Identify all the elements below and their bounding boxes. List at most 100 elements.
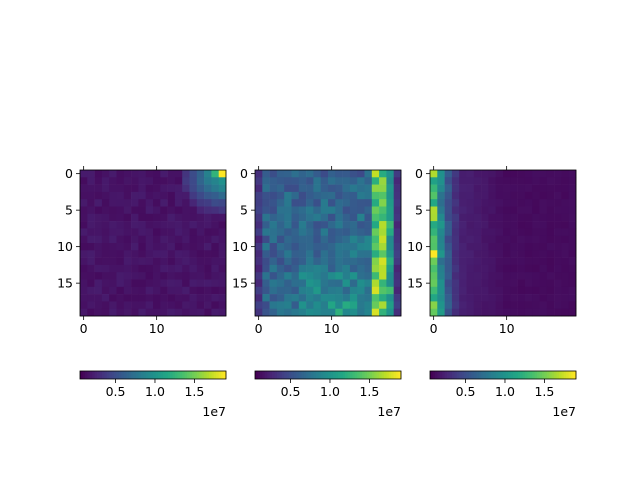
colorbar-segment	[140, 371, 144, 379]
colorbar-segment	[213, 371, 217, 379]
y-tick-label: 10	[232, 239, 248, 254]
heatmap-cell	[291, 250, 300, 258]
heatmap-cell	[153, 221, 161, 229]
heatmap-cell	[466, 272, 475, 280]
heatmap-cell	[101, 206, 110, 215]
heatmap-cell	[160, 184, 168, 193]
colorbar-segment	[359, 371, 363, 379]
heatmap-cell	[517, 199, 526, 207]
heatmap-cell	[255, 257, 263, 266]
heatmap-cell	[328, 184, 336, 193]
heatmap-cell	[269, 257, 278, 266]
heatmap-cell	[568, 177, 577, 185]
heatmap-cell	[306, 301, 314, 309]
heatmap-cell	[306, 243, 314, 251]
heatmap-cell	[313, 199, 321, 207]
colorbar-segment	[167, 371, 171, 379]
heatmap-cell	[313, 308, 321, 317]
heatmap-cell	[80, 228, 88, 236]
heatmap-cell	[262, 301, 270, 309]
heatmap-cell	[379, 286, 387, 295]
heatmap-cell	[451, 279, 460, 288]
heatmap-cell	[138, 272, 146, 280]
heatmap-cell	[364, 191, 373, 200]
heatmap-cell	[109, 206, 117, 215]
heatmap-cell	[488, 257, 496, 266]
heatmap-cell	[561, 294, 569, 302]
heatmap-cell	[153, 191, 161, 200]
heatmap-cell	[320, 206, 329, 215]
heatmap-cell	[451, 191, 460, 200]
heatmap-cell	[182, 264, 190, 273]
heatmap-cell	[87, 264, 95, 273]
heatmap-cell	[393, 279, 402, 288]
colorbar-segment	[80, 371, 83, 379]
heatmap-cell	[393, 286, 402, 295]
heatmap-cell	[379, 301, 387, 309]
heatmap-cell	[459, 279, 467, 288]
heatmap-cell	[335, 257, 343, 266]
heatmap-cell	[284, 308, 292, 317]
heatmap-cell	[306, 294, 314, 302]
heatmap-cell	[131, 264, 139, 273]
heatmap-cell	[466, 228, 475, 236]
heatmap-cell	[488, 170, 496, 178]
heatmap-cell	[451, 257, 460, 266]
heatmap-cell	[568, 235, 577, 244]
heatmap-cell	[473, 279, 482, 288]
heatmap-cell	[532, 228, 540, 236]
colorbar-segment	[444, 371, 448, 379]
heatmap-cell	[87, 250, 95, 258]
heatmap-cell	[145, 243, 154, 251]
heatmap-cell	[189, 264, 198, 273]
heatmap-cell	[145, 301, 154, 309]
colorbar-segment	[369, 371, 373, 379]
heatmap-cell	[320, 170, 329, 178]
heatmap-cell	[284, 191, 292, 200]
heatmap-cell	[459, 272, 467, 280]
heatmap-cell	[138, 170, 146, 178]
heatmap-cell	[284, 243, 292, 251]
heatmap-cell	[371, 199, 380, 207]
heatmap-cell	[87, 177, 95, 185]
heatmap-cell	[182, 279, 190, 288]
heatmap-cell	[481, 294, 489, 302]
heatmap-cell	[255, 279, 263, 288]
heatmap-cell	[145, 206, 154, 215]
colorbar-tick-label: 1.5	[359, 384, 379, 399]
heatmap-cell	[393, 301, 402, 309]
heatmap-cell	[539, 286, 548, 295]
heatmap-cell	[473, 301, 482, 309]
colorbar-segment	[315, 371, 319, 379]
heatmap-cell	[546, 308, 555, 317]
heatmap-cell	[459, 235, 467, 244]
heatmap-cell	[481, 199, 489, 207]
heatmap-cell	[459, 286, 467, 295]
heatmap-cell	[116, 279, 125, 288]
heatmap-cell	[276, 264, 285, 273]
colorbar-segment	[459, 371, 463, 379]
heatmap-cell	[218, 184, 227, 193]
colorbar-segment	[143, 371, 147, 379]
heatmap-cell	[291, 184, 300, 193]
heatmap-cell	[123, 184, 132, 193]
heatmap-cell	[554, 301, 562, 309]
heatmap-cell	[568, 264, 577, 273]
heatmap-cell	[481, 170, 489, 178]
heatmap-cell	[349, 286, 358, 295]
colorbar-segment	[320, 371, 324, 379]
heatmap-cell	[101, 191, 110, 200]
heatmap-cell	[444, 206, 453, 215]
heatmap-cell	[495, 191, 504, 200]
colorbar-segment	[454, 371, 458, 379]
heatmap-cell	[364, 272, 373, 280]
heatmap-cell	[437, 272, 445, 280]
heatmap-cell	[313, 301, 321, 309]
heatmap-cell	[451, 206, 460, 215]
heatmap-cell	[116, 177, 125, 185]
heatmap-cell	[386, 213, 394, 222]
heatmap-cell	[138, 184, 146, 193]
heatmap-panel-2: 0 10 0 5 10 15 0.5 1.0 1.5 1e7	[232, 166, 402, 419]
heatmap-cell	[189, 235, 198, 244]
heatmap-cell	[87, 243, 95, 251]
